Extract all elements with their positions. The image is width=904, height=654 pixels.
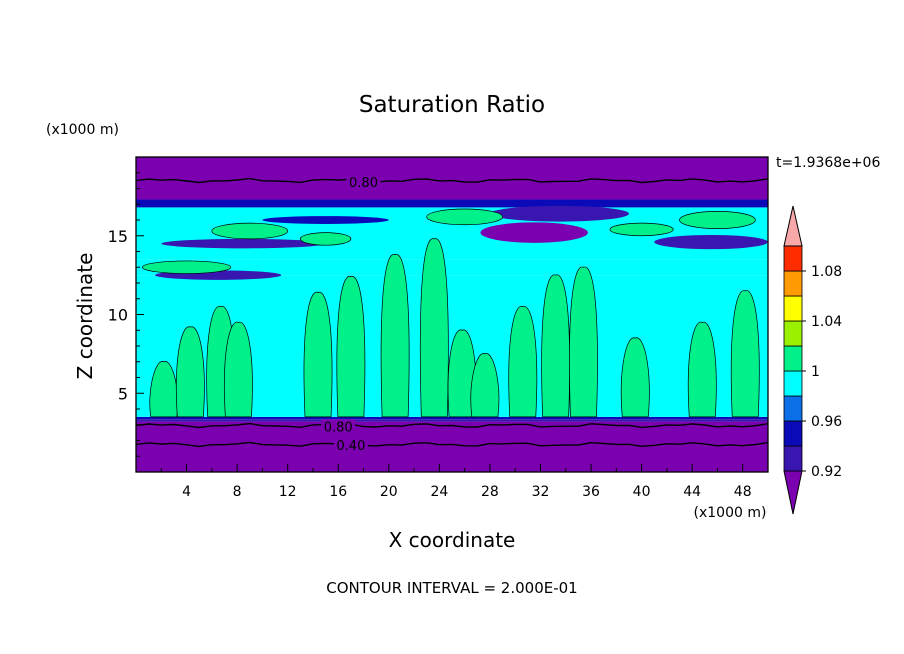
cloud-blob-0 <box>211 222 289 240</box>
field-band-6 <box>136 199 768 208</box>
contour-interval-note: CONTOUR INTERVAL = 2.000E-01 <box>326 579 577 597</box>
contour-0.80-upper <box>136 177 768 184</box>
colorbar-bin-6 <box>783 295 803 322</box>
colorbar-bin-3 <box>783 370 803 397</box>
x-tick-label-5: 24 <box>430 484 448 500</box>
colorbar-tick-label-1: 0.96 <box>811 414 842 430</box>
x-axis: 4 8 12 16 20 24 28 32 36 40 44 48 <box>135 464 769 500</box>
dry-layer-1 <box>480 222 588 243</box>
cloud-blob-4 <box>141 260 232 274</box>
x-tick-label-9: 40 <box>633 484 651 500</box>
x-tick-label-7: 32 <box>532 484 550 500</box>
colorbar-over-arrow <box>783 205 803 247</box>
x-tick-label-0: 4 <box>182 484 191 500</box>
contour-lines <box>136 177 768 448</box>
field-band-4 <box>136 259 768 276</box>
contour-label-2: 0.40 <box>336 439 365 454</box>
colorbar-bin-0 <box>783 445 803 472</box>
contour-0.40 <box>136 441 768 448</box>
colorbar-bin-4 <box>783 345 803 372</box>
x-units-label: (x1000 m) <box>694 505 767 521</box>
x-axis-label: X coordinate <box>389 528 516 552</box>
x-tick-label-4: 20 <box>380 484 398 500</box>
time-label: t=1.9368e+06 <box>776 155 880 171</box>
cloud-column-9 <box>470 353 500 418</box>
x-tick-label-11: 48 <box>734 484 752 500</box>
colorbar-bin-7 <box>783 270 803 297</box>
y-tick-label-0: 5 <box>118 384 128 403</box>
y-units-label: (x1000 m) <box>46 122 119 138</box>
dry-layer-3 <box>654 234 768 250</box>
cloud-blob-1 <box>299 232 352 246</box>
cloud-column-13 <box>620 337 650 418</box>
x-tick-label-3: 16 <box>329 484 347 500</box>
field-band-7 <box>136 157 768 200</box>
dry-layer-0 <box>161 238 326 249</box>
colorbar-tick-label-2: 1 <box>811 364 820 380</box>
x-tick-label-2: 12 <box>279 484 297 500</box>
field-band-2 <box>136 416 768 420</box>
x-tick-label-1: 8 <box>233 484 242 500</box>
chart-title: Saturation Ratio <box>359 92 545 118</box>
x-tick-label-8: 36 <box>582 484 600 500</box>
cloud-column-12 <box>569 266 598 418</box>
cloud-column-14 <box>687 321 717 418</box>
dry-layer-5 <box>262 216 389 224</box>
colorbar-tick-label-3: 1.04 <box>811 314 842 330</box>
colorbar: 0.92 0.96 1 1.04 1.08 <box>783 205 842 515</box>
cloud-column-15 <box>730 290 760 418</box>
y-tick-label-2: 15 <box>108 227 128 246</box>
cloud-column-5 <box>336 276 366 418</box>
cloud-column-11 <box>541 274 571 418</box>
cloud-column-1 <box>175 326 205 418</box>
dry-layer-2 <box>489 205 629 222</box>
colorbar-bin-2 <box>783 395 803 422</box>
colorbar-tick-label-4: 1.08 <box>811 264 842 280</box>
cloud-column-7 <box>419 238 449 418</box>
cloud-blob-2 <box>426 208 503 226</box>
contour-0.80-lower <box>136 422 768 429</box>
contour-label-1: 0.80 <box>324 420 353 435</box>
contour-labels: 0.80 0.80 0.40 <box>321 175 381 454</box>
cloud-column-4 <box>303 291 333 418</box>
y-tick-label-1: 10 <box>108 306 128 325</box>
y-axis: 5 10 15 <box>108 156 144 473</box>
cloud-blob-3 <box>679 210 756 230</box>
field-band-1 <box>136 419 768 422</box>
colorbar-under-arrow <box>783 470 803 515</box>
y-axis-label: Z coordinate <box>73 253 97 380</box>
contour-label-0: 0.80 <box>349 176 378 191</box>
colorbar-bin-8 <box>783 245 803 272</box>
field-band-0 <box>136 421 768 472</box>
cloud-blob-5 <box>609 222 674 237</box>
colorbar-tick-label-0: 0.92 <box>811 464 842 480</box>
cloud-column-6 <box>380 254 410 418</box>
cloud-column-10 <box>508 306 538 418</box>
saturation-field <box>136 157 768 472</box>
cloud-column-3 <box>224 321 253 418</box>
colorbar-bin-1 <box>783 420 803 447</box>
colorbar-bin-5 <box>783 320 803 347</box>
x-tick-label-10: 44 <box>683 484 701 500</box>
x-tick-label-6: 28 <box>481 484 499 500</box>
